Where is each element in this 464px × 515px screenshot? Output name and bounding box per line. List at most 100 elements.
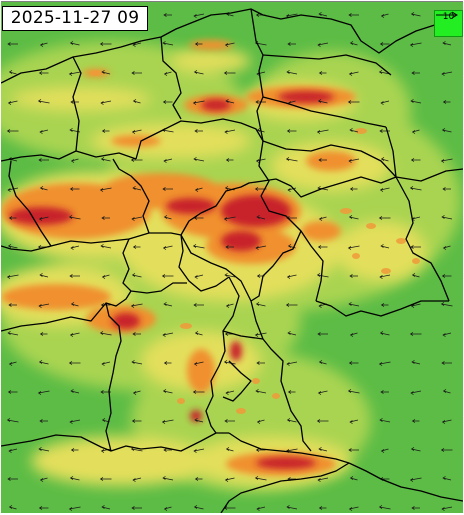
wind-arrow <box>441 128 452 133</box>
wind-arrow <box>163 302 173 307</box>
wind-arrow <box>101 70 111 75</box>
wind-arrow <box>441 506 453 511</box>
wind-arrow <box>69 41 80 46</box>
wind-arrow <box>442 187 451 191</box>
wind-arrow <box>192 100 205 105</box>
wind-arrow <box>69 187 80 191</box>
wind-arrow <box>38 158 49 162</box>
wind-arrow <box>348 13 359 17</box>
wind-arrow <box>161 274 174 278</box>
wind-arrow <box>379 187 390 192</box>
wind-arrow <box>8 448 18 453</box>
wind-arrow <box>409 186 422 191</box>
wind-arrow <box>38 360 49 365</box>
wind-arrow <box>68 361 81 365</box>
wind-arrow <box>347 245 360 250</box>
wind-arrow <box>163 158 173 163</box>
wind-arrow <box>38 216 49 221</box>
wind-arrow <box>256 361 265 365</box>
wind-arrow <box>317 477 329 482</box>
timestamp-label: 2025-11-27 09 <box>2 6 148 31</box>
wind-arrow <box>38 506 49 510</box>
wind-arrow <box>6 418 19 423</box>
wind-arrow <box>317 99 328 104</box>
wind-arrow <box>316 273 329 278</box>
wind-arrow <box>162 245 173 250</box>
wind-arrow <box>225 158 234 162</box>
wind-arrow <box>442 332 452 337</box>
wind-arrow <box>409 332 422 336</box>
wind-arrow <box>409 42 422 47</box>
wind-arrow <box>286 418 297 423</box>
wind-arrow <box>224 42 235 47</box>
wind-arrow <box>410 245 421 249</box>
wind-arrow <box>100 448 111 453</box>
wind-arrow <box>163 361 172 365</box>
wind-arrow <box>411 360 421 365</box>
wind-arrow <box>440 448 453 452</box>
wind-arrow <box>225 447 234 452</box>
wind-arrow <box>410 12 421 17</box>
wind-arrow <box>225 303 234 308</box>
region-borders <box>1 8 463 513</box>
wind-arrow <box>316 419 329 423</box>
wind-arrow <box>99 477 112 481</box>
wind-arrow <box>131 360 143 365</box>
wind-arrow <box>194 42 203 46</box>
wind-arrow <box>101 216 110 220</box>
wind-arrow <box>378 216 391 220</box>
wind-arrow <box>286 505 298 510</box>
wind-arrow <box>224 419 235 423</box>
wind-arrow <box>442 476 452 481</box>
wind-arrow <box>194 477 203 481</box>
wind-arrow <box>132 390 141 395</box>
wind-scale-legend: 10 <box>434 10 463 37</box>
wind-arrow <box>163 506 172 511</box>
wind-arrow <box>70 245 80 250</box>
wind-arrow <box>132 99 141 104</box>
wind-arrow <box>100 157 111 162</box>
wind-arrow <box>70 158 79 163</box>
wind-arrow <box>318 506 327 510</box>
wind-arrow <box>163 13 172 17</box>
wind-arrow <box>8 303 17 307</box>
wind-arrow <box>347 389 360 394</box>
wind-arrow <box>38 71 49 75</box>
wind-arrow <box>131 419 142 423</box>
wind-arrow <box>349 419 359 424</box>
wind-arrow <box>8 216 17 220</box>
wind-arrow <box>347 100 360 104</box>
wind-arrow <box>411 71 420 75</box>
wind-arrow <box>286 361 298 366</box>
wind-arrow <box>101 274 110 279</box>
wind-arrow <box>132 245 141 249</box>
wind-arrow <box>70 100 79 104</box>
wind-arrow <box>223 360 236 365</box>
wind-arrow <box>194 331 203 336</box>
wind-arrow <box>69 419 81 424</box>
wind-arrow <box>379 274 391 279</box>
wind-arrow <box>132 332 141 336</box>
wind-arrow <box>349 41 358 46</box>
wind-arrow <box>68 71 81 76</box>
wind-arrow <box>348 361 359 365</box>
wind-arrow <box>8 505 17 510</box>
wind-arrow <box>70 448 79 452</box>
wind-arrow <box>256 419 265 424</box>
wind-arrow <box>348 448 359 452</box>
wind-arrow <box>379 418 391 423</box>
wind-arrow <box>410 99 422 104</box>
wind-arrow <box>411 273 420 278</box>
wind-arrow <box>224 477 235 482</box>
wind-arrow <box>7 390 18 394</box>
wind-arrow <box>255 158 266 163</box>
wind-arrow <box>163 71 172 76</box>
wind-arrow <box>380 100 390 105</box>
wind-arrow <box>131 273 142 278</box>
wind-arrow <box>349 476 358 481</box>
wind-arrow <box>348 215 359 220</box>
wind-arrow <box>194 187 203 192</box>
wind-arrow <box>348 506 359 511</box>
wind-arrow <box>380 448 389 453</box>
